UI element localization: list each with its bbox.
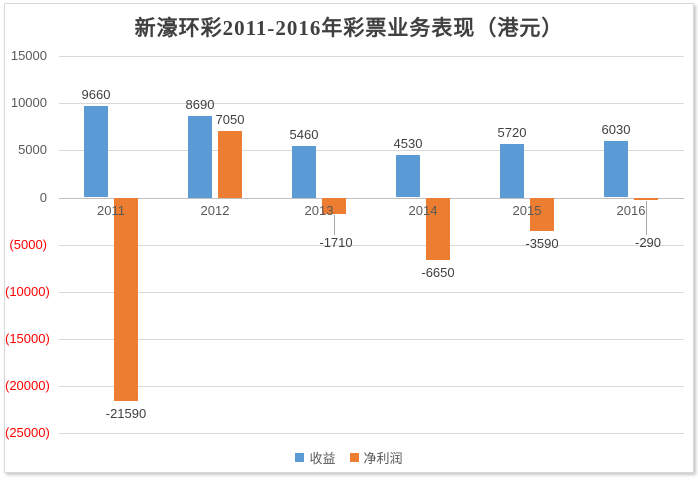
gridline — [59, 56, 684, 57]
data-label-revenue-2016: 6030 — [601, 121, 631, 137]
y-axis-tick-label: (10000) — [5, 283, 50, 299]
y-axis-tick-label: (15000) — [5, 331, 50, 346]
bar-revenue-2015 — [500, 143, 524, 198]
chart-title: 新濠环彩2011-2016年彩票业务表现（港元） — [134, 16, 564, 40]
gridline — [59, 103, 684, 105]
chart-frame: 新濠环彩2011-2016年彩票业务表现（港元） 15000 10000 5000 0… — [4, 3, 694, 473]
y-axis-tick-label: (5000) — [9, 236, 47, 252]
legend-item-netprofit: 净利润 — [349, 448, 403, 467]
data-label-netprofit-2014: -6650 — [421, 265, 455, 281]
legend-label-revenue: 收益 — [309, 451, 336, 466]
data-label-netprofit-2013: -1710 — [319, 235, 353, 250]
legend-item-revenue: 收益 — [295, 448, 336, 467]
legend-label-netprofit: 净利润 — [363, 451, 403, 466]
leader-line — [646, 201, 647, 235]
bar-netprofit-2016 — [634, 197, 658, 201]
bar-netprofit-2011 — [114, 197, 138, 402]
bar-revenue-2012 — [188, 115, 212, 198]
data-label-netprofit-2015: -3590 — [525, 236, 559, 252]
bar-netprofit-2015 — [530, 197, 554, 232]
data-label-revenue-2015: 5720 — [497, 124, 527, 140]
y-axis-tick-label: 10000 — [10, 95, 47, 111]
legend-swatch-revenue-icon — [295, 453, 305, 462]
bar-netprofit-2013 — [322, 197, 346, 214]
data-label-revenue-2011: 9660 — [81, 87, 111, 103]
data-label-netprofit-2016: -290 — [634, 235, 662, 250]
x-axis-label-2015: 2015 — [512, 203, 542, 218]
zero-axis-line — [59, 197, 684, 199]
plot-area: 15000 10000 5000 0 (5000) (10000) (15000) (2000… — [5, 4, 693, 472]
bar-revenue-2013 — [292, 146, 316, 198]
data-label-netprofit-2012: 7050 — [215, 112, 245, 127]
y-axis-tick-label: 0 — [39, 189, 47, 205]
gridline — [59, 244, 684, 246]
y-axis-tick-label: (25000) — [5, 425, 50, 441]
y-axis-tick-label: 15000 — [10, 48, 47, 63]
x-axis-label-2013: 2013 — [304, 203, 334, 218]
bar-revenue-2016 — [604, 140, 628, 198]
y-axis-tick-label: 5000 — [18, 142, 47, 158]
bar-revenue-2011 — [84, 106, 108, 198]
gridline — [59, 386, 684, 388]
x-axis-label-2014: 2014 — [408, 203, 438, 218]
data-label-revenue-2014: 4530 — [393, 135, 423, 151]
x-axis-label-2016: 2016 — [616, 203, 646, 218]
bar-revenue-2014 — [396, 154, 420, 198]
x-axis-label-2012: 2012 — [200, 203, 230, 218]
legend: 收益 净利润 — [5, 448, 693, 467]
data-label-revenue-2012: 8690 — [185, 96, 215, 112]
bar-netprofit-2014 — [426, 197, 450, 261]
data-label-netprofit-2011: -21590 — [105, 406, 147, 422]
data-label-revenue-2013: 5460 — [289, 127, 319, 142]
legend-swatch-netprofit-icon — [349, 453, 359, 462]
gridline — [59, 433, 684, 435]
leader-line — [334, 214, 335, 235]
gridline — [59, 150, 684, 152]
gridline — [59, 339, 684, 340]
bar-netprofit-2012 — [218, 131, 242, 198]
x-axis-label-2011: 2011 — [97, 203, 125, 218]
gridline — [59, 291, 684, 293]
y-axis-tick-label: (20000) — [5, 378, 50, 394]
